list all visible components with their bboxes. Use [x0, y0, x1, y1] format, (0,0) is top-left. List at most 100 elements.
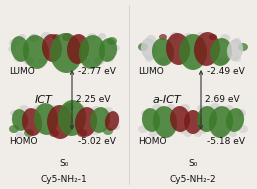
Text: Cy5-NH₂-1: Cy5-NH₂-1 [41, 174, 87, 184]
Ellipse shape [12, 109, 28, 131]
Ellipse shape [184, 110, 202, 134]
Text: a-ICT: a-ICT [152, 95, 181, 105]
Ellipse shape [236, 109, 246, 117]
Text: Cy5-NH₂-2: Cy5-NH₂-2 [170, 174, 216, 184]
Ellipse shape [9, 39, 19, 47]
Ellipse shape [29, 34, 39, 42]
Ellipse shape [22, 108, 42, 136]
Ellipse shape [16, 132, 24, 138]
Ellipse shape [41, 32, 51, 40]
Ellipse shape [10, 110, 18, 116]
Ellipse shape [179, 34, 207, 70]
Ellipse shape [145, 56, 153, 62]
Ellipse shape [170, 32, 180, 40]
Text: ICT: ICT [34, 95, 52, 105]
Text: -2.77 eV: -2.77 eV [78, 67, 116, 75]
Ellipse shape [138, 125, 148, 133]
Text: LUMO: LUMO [138, 67, 164, 75]
Ellipse shape [112, 45, 120, 51]
Ellipse shape [210, 103, 220, 111]
Ellipse shape [49, 129, 59, 137]
Ellipse shape [75, 107, 97, 137]
Ellipse shape [220, 34, 230, 42]
Ellipse shape [67, 34, 89, 64]
Ellipse shape [78, 105, 86, 111]
Ellipse shape [216, 129, 226, 137]
Ellipse shape [149, 131, 157, 137]
Text: HOMO: HOMO [138, 136, 167, 146]
Ellipse shape [99, 38, 117, 62]
Ellipse shape [38, 128, 46, 134]
Ellipse shape [138, 43, 148, 51]
Text: 2.25 eV: 2.25 eV [76, 95, 111, 105]
Ellipse shape [77, 129, 87, 137]
Text: LUMO: LUMO [9, 67, 35, 75]
Ellipse shape [160, 129, 170, 137]
Ellipse shape [194, 131, 202, 137]
Ellipse shape [50, 105, 58, 111]
Ellipse shape [146, 35, 156, 43]
Ellipse shape [107, 37, 117, 45]
Ellipse shape [229, 131, 237, 137]
Ellipse shape [79, 35, 105, 69]
Ellipse shape [34, 105, 42, 111]
Ellipse shape [209, 106, 233, 138]
Ellipse shape [94, 57, 104, 65]
Text: S₀: S₀ [59, 159, 69, 167]
Ellipse shape [159, 34, 167, 40]
Text: S₀: S₀ [188, 159, 198, 167]
Ellipse shape [141, 110, 149, 116]
Text: -2.49 eV: -2.49 eV [207, 67, 245, 75]
Ellipse shape [167, 104, 175, 110]
Ellipse shape [225, 105, 233, 111]
Ellipse shape [19, 105, 29, 113]
Ellipse shape [179, 128, 187, 134]
Ellipse shape [106, 56, 114, 62]
Ellipse shape [11, 36, 29, 62]
Text: 2.69 eV: 2.69 eV [205, 95, 240, 105]
Ellipse shape [227, 39, 243, 61]
Text: -5.02 eV: -5.02 eV [78, 136, 116, 146]
Ellipse shape [238, 125, 248, 133]
Ellipse shape [233, 56, 241, 62]
Ellipse shape [24, 129, 34, 137]
Ellipse shape [62, 33, 72, 41]
Ellipse shape [52, 34, 60, 40]
Ellipse shape [139, 42, 147, 48]
Ellipse shape [87, 33, 97, 41]
Ellipse shape [184, 131, 192, 137]
Ellipse shape [82, 58, 90, 64]
Ellipse shape [105, 111, 119, 131]
Ellipse shape [218, 57, 228, 65]
Ellipse shape [9, 125, 19, 133]
Ellipse shape [166, 33, 190, 65]
Text: HOMO: HOMO [9, 136, 38, 146]
Ellipse shape [75, 35, 83, 41]
Ellipse shape [65, 129, 73, 135]
Ellipse shape [238, 43, 248, 51]
Ellipse shape [92, 106, 100, 112]
Ellipse shape [152, 104, 162, 112]
Ellipse shape [197, 105, 205, 111]
Ellipse shape [153, 106, 177, 138]
Ellipse shape [14, 56, 22, 62]
Ellipse shape [98, 33, 106, 39]
Ellipse shape [233, 38, 241, 44]
Ellipse shape [194, 32, 220, 66]
Ellipse shape [152, 38, 174, 66]
Ellipse shape [23, 35, 49, 69]
Ellipse shape [38, 58, 46, 64]
Ellipse shape [196, 32, 206, 40]
Ellipse shape [92, 129, 100, 135]
Ellipse shape [142, 108, 160, 132]
Ellipse shape [209, 34, 217, 40]
Ellipse shape [184, 33, 192, 39]
Ellipse shape [199, 128, 207, 134]
Ellipse shape [90, 107, 110, 133]
Ellipse shape [64, 103, 74, 111]
Ellipse shape [8, 46, 16, 52]
Ellipse shape [180, 104, 190, 112]
Ellipse shape [141, 38, 157, 60]
Ellipse shape [226, 108, 244, 132]
Ellipse shape [18, 34, 26, 40]
